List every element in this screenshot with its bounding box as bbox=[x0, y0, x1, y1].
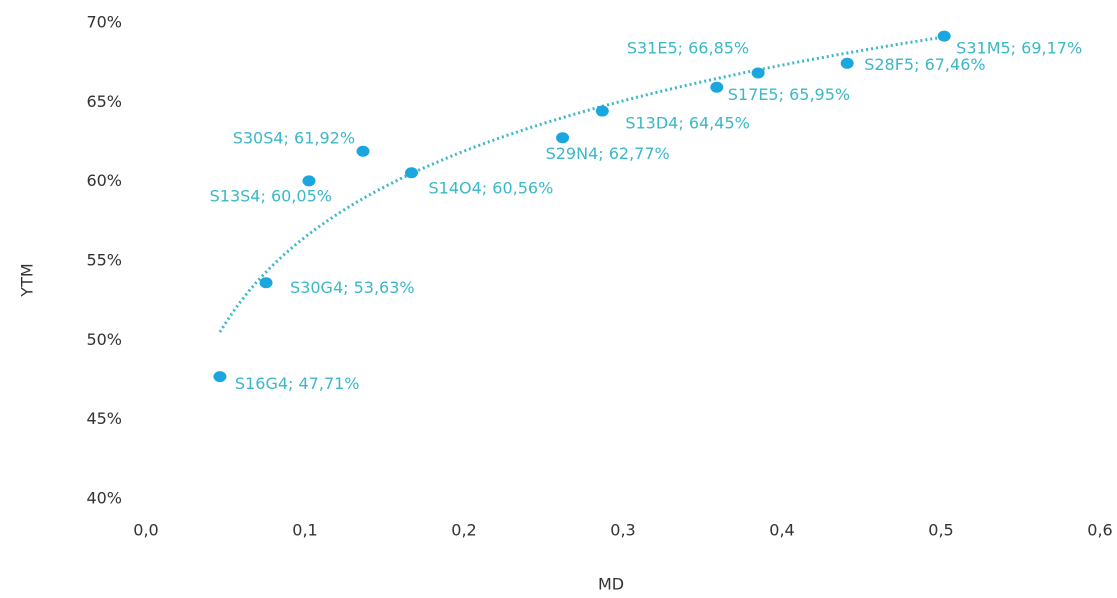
y-tick-label: 50% bbox=[86, 330, 122, 349]
point bbox=[405, 167, 419, 179]
x-tick-label: 0,1 bbox=[292, 521, 317, 540]
point bbox=[213, 371, 227, 383]
point bbox=[556, 132, 570, 144]
data-label: S16G4; 47,71% bbox=[235, 374, 360, 393]
y-tick-label: 70% bbox=[86, 13, 122, 32]
point bbox=[595, 105, 609, 117]
point bbox=[302, 175, 316, 187]
x-tick-label: 0,3 bbox=[610, 521, 635, 540]
point bbox=[356, 145, 370, 157]
y-tick-label: 40% bbox=[86, 489, 122, 508]
data-label: S17E5; 65,95% bbox=[728, 85, 850, 104]
y-axis-label: YTM bbox=[18, 263, 37, 297]
data-label: S31M5; 69,17% bbox=[956, 39, 1082, 58]
data-label: S28F5; 67,46% bbox=[864, 55, 985, 74]
x-tick-label: 0,0 bbox=[133, 521, 158, 540]
data-label: S13D4; 64,45% bbox=[625, 114, 750, 133]
x-tick-label: 0,4 bbox=[769, 521, 794, 540]
y-tick-label: 55% bbox=[86, 251, 122, 270]
y-tick-label: 65% bbox=[86, 92, 122, 111]
point bbox=[710, 81, 724, 93]
data-label: S29N4; 62,77% bbox=[546, 144, 670, 163]
x-tick-label: 0,6 bbox=[1087, 521, 1112, 540]
x-axis-label: MD bbox=[598, 575, 624, 594]
point bbox=[259, 277, 273, 289]
trendline bbox=[218, 35, 945, 333]
point bbox=[751, 67, 765, 79]
point bbox=[840, 57, 854, 69]
y-tick-label: 45% bbox=[86, 409, 122, 428]
x-tick-label: 0,2 bbox=[451, 521, 476, 540]
y-tick-label: 60% bbox=[86, 171, 122, 190]
point bbox=[937, 30, 951, 42]
x-tick-label: 0,5 bbox=[928, 521, 953, 540]
data-label: S30S4; 61,92% bbox=[233, 129, 355, 148]
data-label: S13S4; 60,05% bbox=[210, 186, 332, 205]
data-label: S14O4; 60,56% bbox=[429, 178, 554, 197]
data-label: S30G4; 53,63% bbox=[290, 278, 415, 297]
data-label: S31E5; 66,85% bbox=[627, 38, 749, 57]
